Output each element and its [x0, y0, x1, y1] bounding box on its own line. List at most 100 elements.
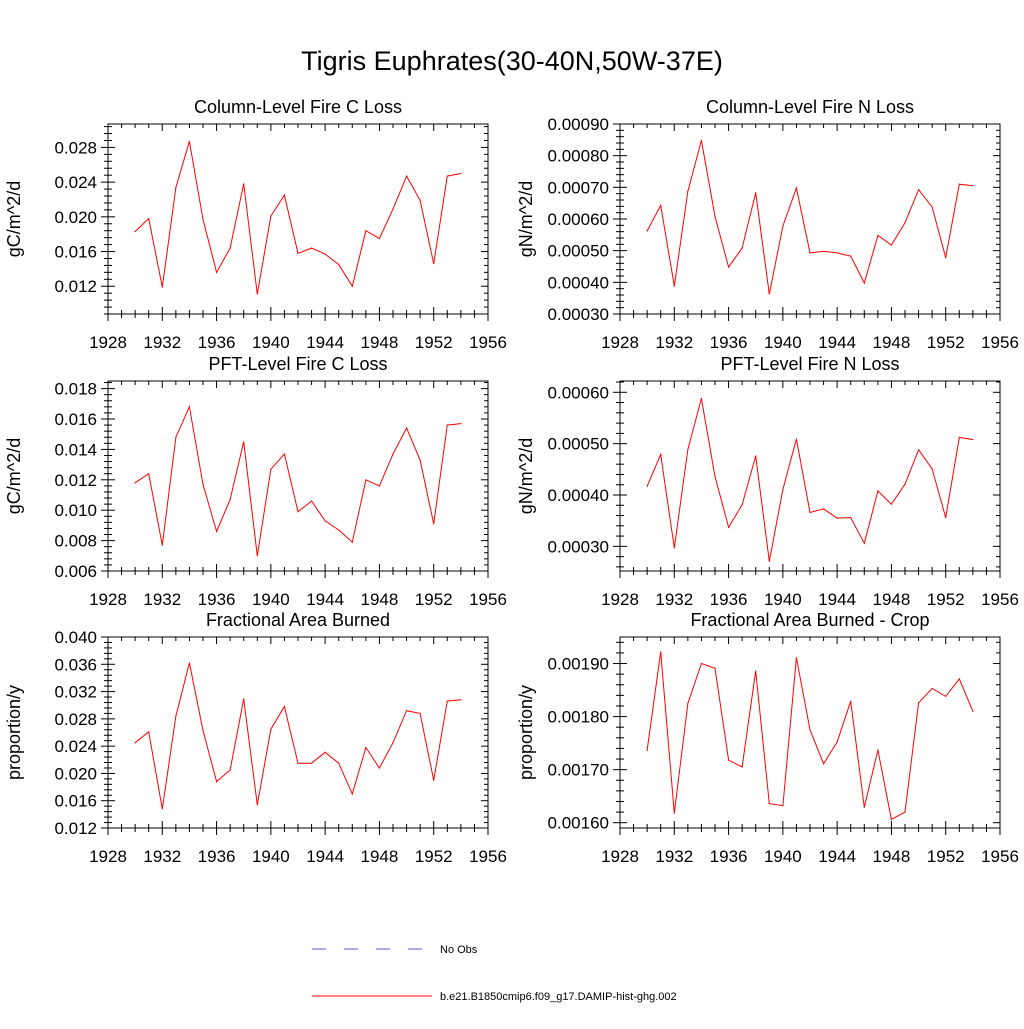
y-tick-label: 0.00170: [548, 761, 609, 780]
data-point: [958, 183, 960, 185]
x-tick-label: 1932: [655, 590, 693, 609]
data-point: [768, 560, 770, 562]
data-point: [687, 190, 689, 192]
x-tick-label: 1956: [981, 847, 1019, 866]
data-point: [433, 779, 435, 781]
data-point: [256, 293, 258, 295]
series-line: [134, 405, 461, 556]
y-tick-label: 0.00160: [548, 814, 609, 833]
data-point: [646, 230, 648, 232]
x-tick-label: 1936: [710, 590, 748, 609]
data-point: [945, 516, 947, 519]
data-point: [378, 237, 381, 240]
data-point: [917, 188, 920, 191]
x-tick-label: 1936: [198, 333, 236, 352]
data-point: [460, 172, 462, 175]
data-point: [310, 247, 313, 249]
data-point: [727, 266, 730, 268]
data-point: [822, 250, 825, 252]
y-tick-label: 0.012: [54, 819, 97, 838]
y-axis-label: proportion/y: [4, 685, 24, 780]
x-tick-label: 1932: [143, 333, 181, 352]
data-point: [405, 427, 408, 429]
data-point: [310, 762, 313, 764]
data-point: [338, 263, 340, 266]
data-point: [673, 285, 675, 287]
data-point: [890, 244, 893, 246]
data-point: [161, 544, 163, 546]
y-tick-label: 0.006: [54, 562, 97, 581]
y-tick-label: 0.00030: [548, 305, 609, 324]
plot-frame: [107, 123, 489, 315]
y-axis-label: gN/m^2/d: [516, 181, 536, 257]
data-point: [351, 793, 353, 795]
data-point: [229, 769, 231, 771]
x-tick-label: 1948: [361, 590, 399, 609]
data-point: [256, 555, 258, 557]
data-point: [646, 749, 648, 752]
data-point: [215, 530, 218, 533]
data-point: [405, 175, 408, 177]
plot-frame: [107, 380, 489, 572]
panel-2: Column-Level Fire N Loss gN/m^2/d 1928 1932…: [516, 97, 1019, 352]
x-tick-label: 1928: [89, 847, 127, 866]
x-tick-label: 1952: [415, 333, 453, 352]
data-point: [175, 186, 177, 188]
data-point: [446, 700, 448, 702]
data-point: [324, 253, 326, 255]
y-tick-label: 0.010: [54, 501, 97, 520]
data-point: [243, 441, 245, 443]
data-point: [850, 255, 852, 257]
data-point: [931, 687, 933, 690]
data-point: [175, 715, 177, 717]
data-point: [188, 662, 191, 664]
data-point: [161, 286, 163, 288]
data-point: [904, 222, 906, 224]
data-point: [687, 702, 689, 704]
data-point: [405, 710, 408, 712]
data-point: [660, 651, 662, 653]
data-point: [392, 208, 394, 210]
data-point: [809, 252, 811, 254]
x-tick-label: 1932: [143, 590, 181, 609]
x-tick-label: 1948: [873, 333, 911, 352]
data-point: [890, 818, 893, 821]
y-tick-label: 0.032: [54, 683, 97, 702]
data-point: [863, 282, 865, 284]
data-point: [392, 453, 394, 455]
data-point: [945, 695, 947, 698]
data-point: [243, 183, 245, 185]
data-point: [822, 763, 825, 765]
data-point: [297, 252, 299, 254]
y-tick-label: 0.00030: [548, 537, 609, 556]
x-tick-label: 1952: [415, 590, 453, 609]
legend: No Obs b.e21.B1850cmip6.f09_g17.DAMIP-his…: [312, 944, 677, 1003]
data-point: [419, 199, 421, 201]
y-tick-label: 0.016: [54, 243, 97, 262]
data-point: [134, 742, 136, 744]
data-point: [175, 436, 177, 438]
data-point: [795, 187, 798, 189]
y-tick-label: 0.028: [54, 710, 97, 729]
y-tick-label: 0.018: [54, 380, 97, 399]
data-point: [283, 453, 286, 455]
y-tick-label: 0.028: [54, 138, 97, 157]
x-tick-label: 1932: [655, 847, 693, 866]
data-point: [378, 485, 381, 487]
x-tick-label: 1944: [306, 333, 344, 352]
series-line: [134, 141, 461, 295]
y-tick-label: 0.008: [54, 532, 97, 551]
data-point: [419, 459, 421, 461]
data-point: [660, 204, 662, 206]
data-point: [795, 657, 798, 659]
y-tick-label: 0.00050: [548, 242, 609, 261]
x-tick-label: 1940: [764, 847, 802, 866]
data-point: [148, 731, 150, 733]
series-line: [646, 651, 974, 821]
data-point: [890, 503, 893, 505]
data-point: [324, 751, 326, 753]
data-point: [134, 230, 136, 233]
data-point: [782, 488, 784, 490]
data-point: [687, 448, 689, 450]
